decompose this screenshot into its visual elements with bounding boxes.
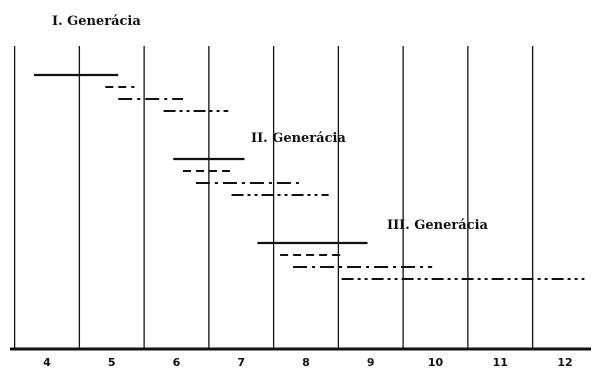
x-tick-label-12: 12 [557, 356, 572, 369]
generation-titles: I. Generácia II. Generácia III. Generáci… [52, 14, 489, 233]
x-axis-tick-labels: 4 5 6 7 8 9 10 11 12 [43, 356, 572, 369]
grid-lines [13, 46, 534, 349]
generation-bars [34, 73, 585, 280]
x-tick-label-6: 6 [173, 356, 181, 369]
x-tick-label-5: 5 [108, 356, 116, 369]
x-tick-label-10: 10 [428, 356, 444, 369]
generation-title-1: I. Generácia [52, 14, 141, 29]
x-tick-label-7: 7 [237, 356, 245, 369]
generation-title-2: II. Generácia [251, 131, 346, 146]
x-tick-label-8: 8 [302, 356, 310, 369]
x-tick-label-4: 4 [43, 356, 51, 369]
x-tick-label-11: 11 [493, 356, 508, 369]
generation-title-3: III. Generácia [387, 218, 489, 233]
x-tick-label-9: 9 [367, 356, 375, 369]
